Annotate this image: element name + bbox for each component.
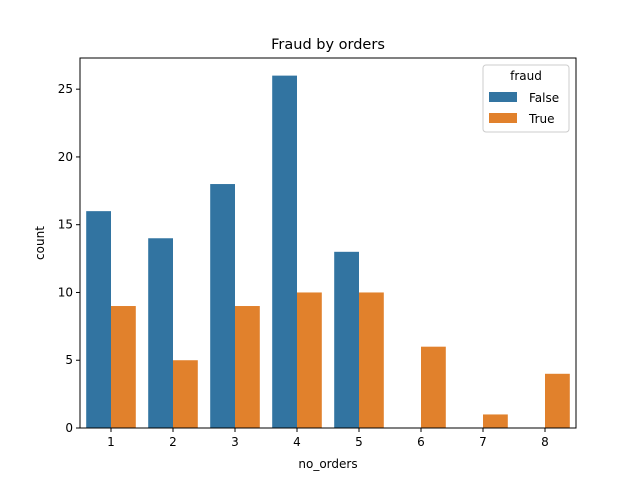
x-axis-label: no_orders bbox=[298, 457, 357, 471]
bar-true-6 bbox=[421, 346, 446, 428]
x-tick-label: 5 bbox=[355, 435, 363, 449]
x-axis: 1 2 3 4 5 6 7 8 bbox=[107, 428, 549, 449]
x-tick-label: 6 bbox=[417, 435, 425, 449]
x-tick-label: 7 bbox=[479, 435, 487, 449]
y-axis-label: count bbox=[33, 226, 47, 260]
y-tick-label: 20 bbox=[58, 150, 73, 164]
bar-true-3 bbox=[235, 306, 260, 428]
y-tick-label: 15 bbox=[58, 218, 73, 232]
bars-group bbox=[86, 75, 570, 428]
legend-swatch-false bbox=[489, 92, 517, 102]
bar-false-3 bbox=[210, 184, 235, 428]
bar-false-4 bbox=[272, 75, 297, 428]
legend-title: fraud bbox=[510, 69, 542, 83]
bar-false-1 bbox=[86, 211, 111, 428]
x-tick-label: 1 bbox=[107, 435, 115, 449]
bar-false-2 bbox=[148, 238, 173, 428]
legend: fraud False True bbox=[482, 64, 570, 133]
bar-true-8 bbox=[545, 373, 570, 428]
x-tick-label: 3 bbox=[231, 435, 239, 449]
y-axis: 0 5 10 15 20 25 bbox=[58, 82, 80, 435]
bar-false-5 bbox=[334, 251, 359, 428]
chart-title: Fraud by orders bbox=[271, 37, 385, 53]
bar-true-4 bbox=[297, 292, 322, 428]
bar-true-2 bbox=[173, 360, 198, 428]
y-tick-label: 10 bbox=[58, 285, 73, 299]
x-tick-label: 8 bbox=[541, 435, 549, 449]
bar-true-5 bbox=[359, 292, 384, 428]
bar-true-7 bbox=[483, 414, 508, 428]
legend-label-true: True bbox=[528, 112, 555, 126]
bar-true-1 bbox=[111, 306, 136, 428]
y-tick-label: 25 bbox=[58, 82, 73, 96]
y-tick-label: 5 bbox=[65, 353, 73, 367]
y-tick-label: 0 bbox=[65, 421, 73, 435]
x-tick-label: 4 bbox=[293, 435, 301, 449]
legend-label-false: False bbox=[529, 91, 559, 105]
x-tick-label: 2 bbox=[169, 435, 177, 449]
legend-swatch-true bbox=[489, 113, 517, 123]
plot-frame bbox=[79, 57, 577, 429]
